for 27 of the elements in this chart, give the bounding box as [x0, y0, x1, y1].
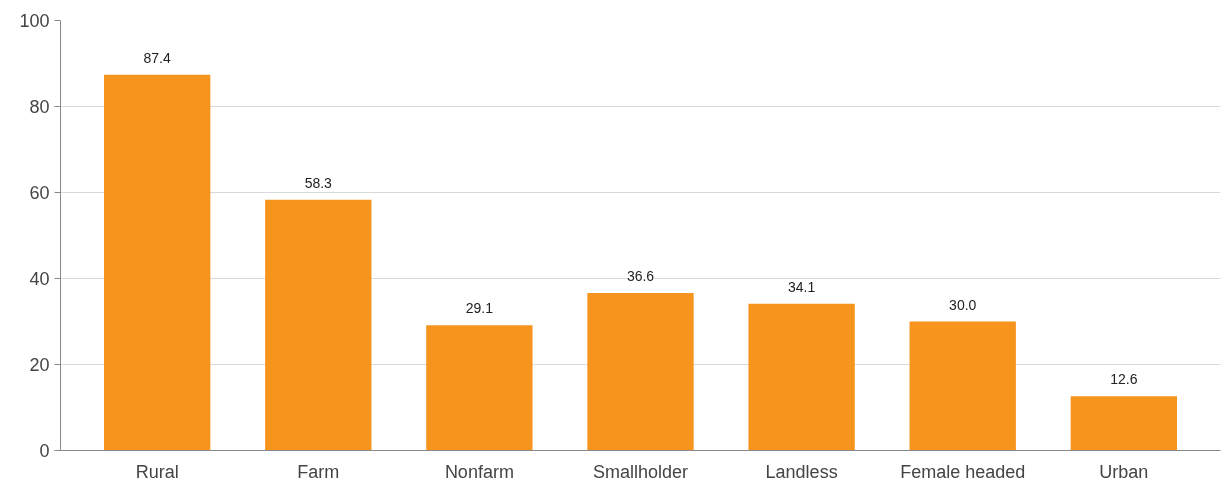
x-tick-label: Nonfarm	[444, 461, 514, 482]
data-label: 87.4	[143, 49, 171, 66]
y-tick-label: 100	[19, 11, 50, 31]
bar	[1070, 396, 1177, 451]
data-label: 30.0	[949, 296, 977, 313]
x-tick-label: Female headed	[900, 461, 1026, 482]
x-tick-label: Urban	[1099, 461, 1149, 482]
data-label: 36.6	[626, 268, 655, 285]
y-tick-label: 20	[29, 355, 50, 375]
data-label: 12.6	[1110, 371, 1138, 388]
bar	[104, 74, 211, 451]
y-tick-label: 40	[29, 269, 50, 289]
y-tick-label: 60	[29, 183, 50, 203]
bar	[426, 325, 533, 451]
bar	[587, 293, 694, 451]
x-tick-label: Smallholder	[592, 461, 689, 482]
y-tick-label: 80	[29, 97, 50, 117]
bar	[265, 199, 372, 451]
data-label: 29.1	[465, 300, 494, 317]
bar	[748, 303, 855, 451]
x-tick-label: Landless	[765, 461, 838, 482]
data-label: 58.3	[304, 174, 333, 191]
x-tick-label: Rural	[135, 461, 179, 482]
x-tick-label: Farm	[297, 461, 340, 482]
bar	[909, 321, 1016, 451]
y-tick-label: 0	[39, 441, 50, 461]
data-label: 34.1	[787, 278, 816, 295]
